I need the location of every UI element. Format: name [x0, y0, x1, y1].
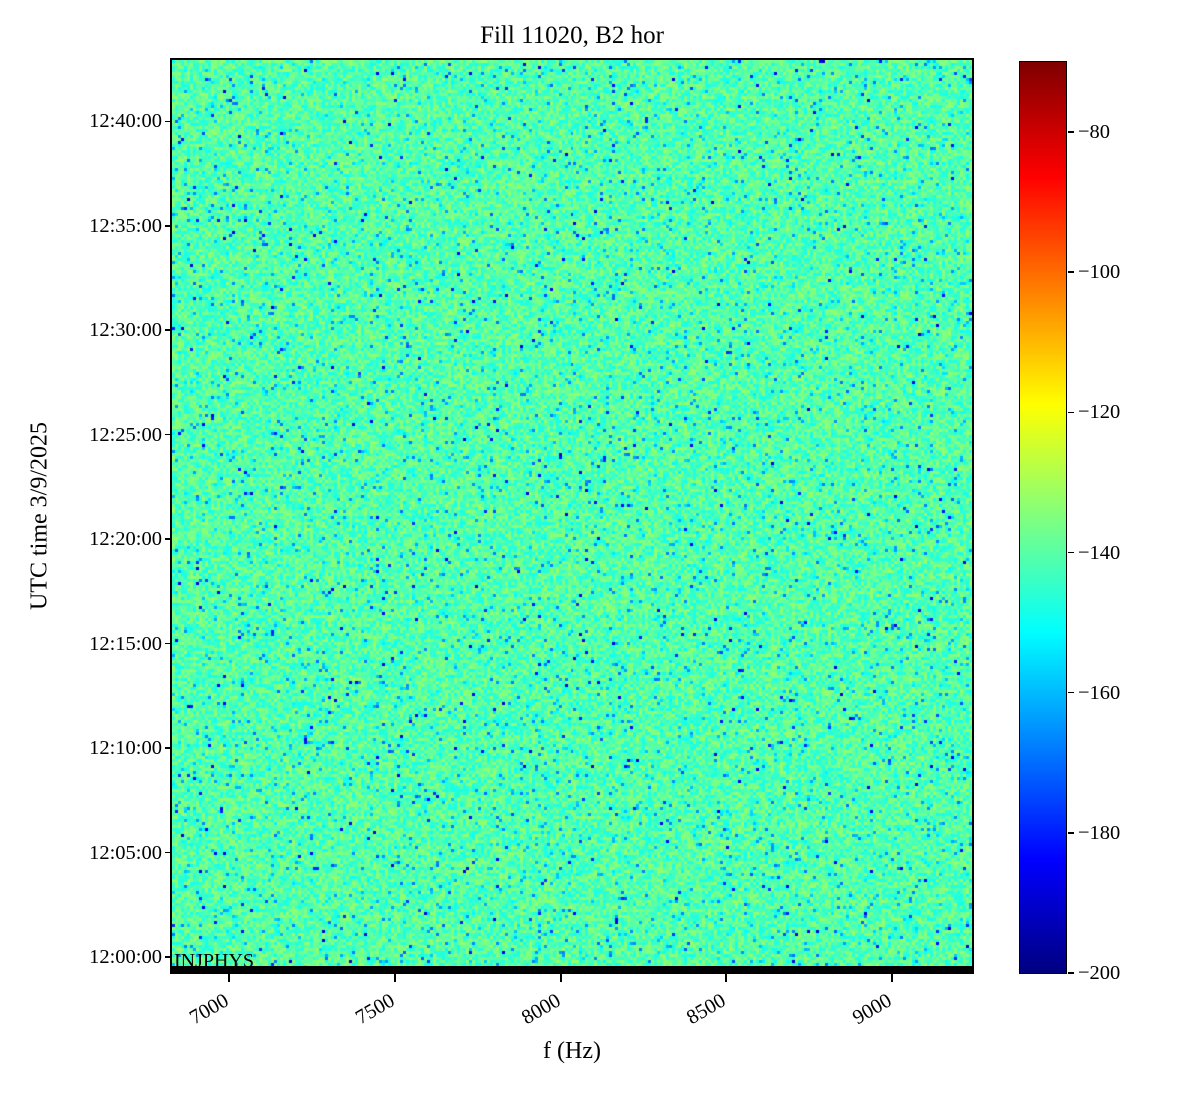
colorbar [1018, 60, 1067, 974]
x-tick [891, 974, 894, 982]
y-tick [165, 120, 172, 123]
y-tick [165, 747, 172, 749]
colorbar-tick-label: −200 [1078, 962, 1121, 984]
plot-area [170, 58, 974, 974]
y-tick-label: 12:40:00 [89, 110, 162, 133]
colorbar-tick [1067, 832, 1074, 834]
x-tick [228, 974, 231, 982]
y-tick-label: 12:05:00 [89, 841, 162, 864]
y-tick [165, 329, 172, 331]
colorbar-tick-label: −80 [1078, 121, 1111, 144]
colorbar-tick [1067, 411, 1074, 414]
x-tick [393, 974, 396, 982]
x-tick-label: 7500 [351, 989, 399, 1030]
colorbar-tick-label: −140 [1078, 541, 1121, 564]
colorbar-tick [1067, 131, 1074, 133]
x-tick-label: 7000 [186, 989, 233, 1030]
colorbar-gradient-canvas [1019, 61, 1066, 973]
y-tick-label: 12:00:00 [89, 946, 162, 969]
y-tick-label: 12:35:00 [89, 214, 162, 237]
colorbar-tick-label: −180 [1078, 821, 1121, 844]
colorbar-tick [1067, 691, 1074, 694]
heatmap-canvas [172, 60, 972, 972]
x-tick [725, 974, 728, 982]
x-axis-label: f (Hz) [543, 1038, 601, 1064]
x-tick-label: 8000 [517, 989, 565, 1030]
colorbar-tick-label: −160 [1078, 681, 1121, 704]
colorbar-tick [1067, 551, 1074, 554]
y-tick [165, 433, 172, 436]
beam-mode-annotation: INJPHYS [174, 950, 255, 972]
colorbar-tick-label: −100 [1078, 261, 1121, 284]
y-axis-label: UTC time 3/9/2025 [26, 422, 53, 610]
colorbar-tick-label: −120 [1078, 401, 1121, 424]
y-tick-label: 12:30:00 [89, 319, 162, 342]
colorbar-tick [1067, 271, 1074, 273]
y-tick-label: 12:10:00 [89, 737, 162, 760]
y-tick [165, 642, 172, 645]
y-tick-label: 12:25:00 [89, 423, 162, 446]
beam-mode-marker-line [172, 966, 972, 972]
y-tick-label: 12:20:00 [89, 528, 162, 551]
plot-title: Fill 11020, B2 hor [480, 22, 664, 49]
colorbar-tick [1067, 972, 1074, 974]
y-tick [165, 225, 172, 227]
x-tick [559, 974, 562, 982]
y-tick-label: 12:15:00 [89, 632, 162, 655]
x-tick-label: 9000 [849, 989, 896, 1030]
y-tick [165, 851, 172, 854]
y-tick [165, 538, 172, 540]
y-tick [165, 956, 172, 958]
x-tick-label: 8500 [683, 989, 730, 1030]
